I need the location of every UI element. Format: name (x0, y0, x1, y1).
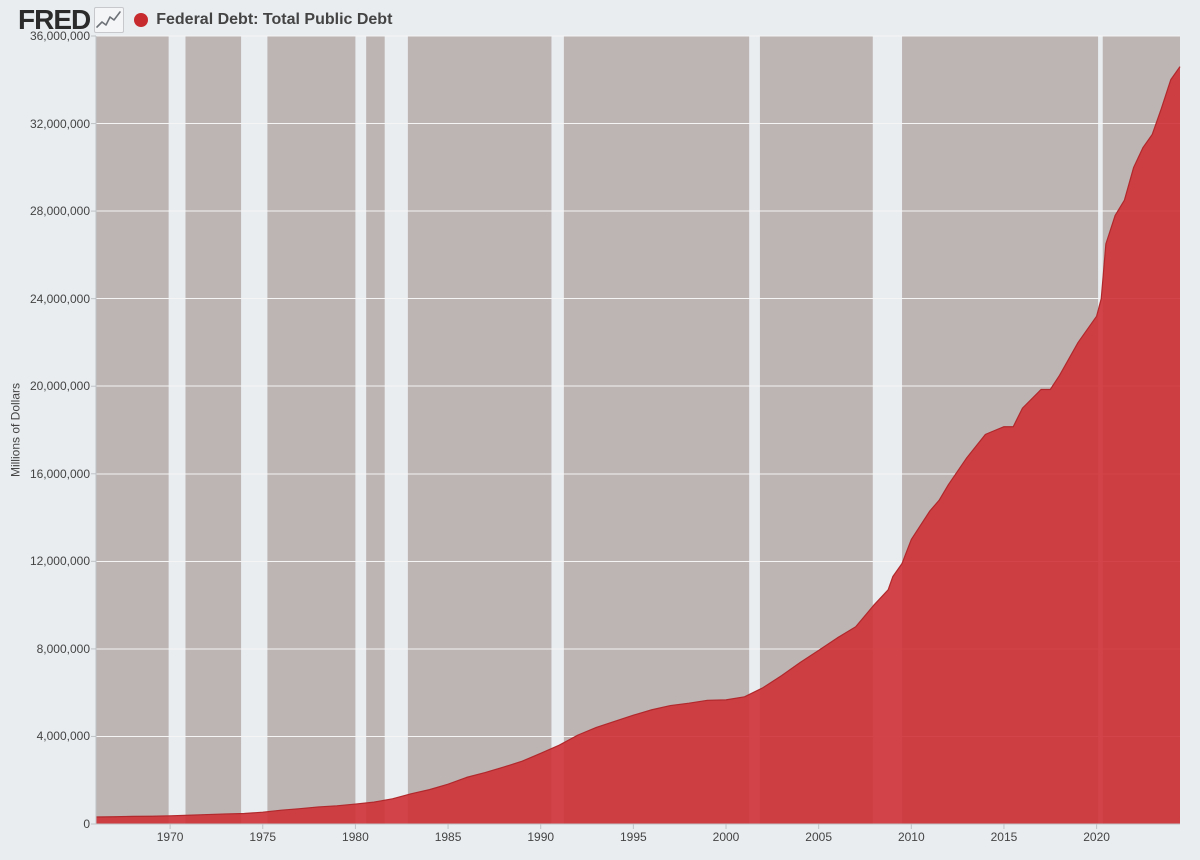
y-tick-label: 36,000,000 (30, 29, 96, 43)
x-tick-label: 1980 (342, 824, 369, 844)
legend-series-label: Federal Debt: Total Public Debt (156, 11, 392, 29)
x-tick-label: 2005 (805, 824, 832, 844)
x-tick-label: 2020 (1083, 824, 1110, 844)
x-tick-label: 1995 (620, 824, 647, 844)
y-tick-label: 24,000,000 (30, 292, 96, 306)
chart-plot-area: 04,000,0008,000,00012,000,00016,000,0002… (96, 36, 1180, 824)
y-tick-label: 32,000,000 (30, 117, 96, 131)
x-tick-label: 1985 (435, 824, 462, 844)
x-tick-label: 1990 (527, 824, 554, 844)
x-tick-label: 2000 (713, 824, 740, 844)
y-tick-label: 16,000,000 (30, 467, 96, 481)
fred-spark-icon (94, 7, 124, 33)
x-tick-label: 2010 (898, 824, 925, 844)
x-tick-label: 2015 (991, 824, 1018, 844)
x-tick-label: 1970 (157, 824, 184, 844)
y-tick-label: 8,000,000 (37, 642, 96, 656)
y-tick-label: 28,000,000 (30, 204, 96, 218)
y-tick-label: 20,000,000 (30, 379, 96, 393)
y-axis-title: Millions of Dollars (8, 383, 22, 477)
chart-legend: Federal Debt: Total Public Debt (134, 11, 392, 29)
fred-chart-page: FRED Federal Debt: Total Public Debt 04,… (0, 0, 1200, 860)
x-tick-label: 1975 (249, 824, 276, 844)
y-tick-label: 4,000,000 (37, 729, 96, 743)
y-tick-label: 12,000,000 (30, 554, 96, 568)
y-tick-label: 0 (83, 817, 96, 831)
legend-marker-icon (134, 13, 148, 27)
area-chart-svg (96, 36, 1180, 824)
